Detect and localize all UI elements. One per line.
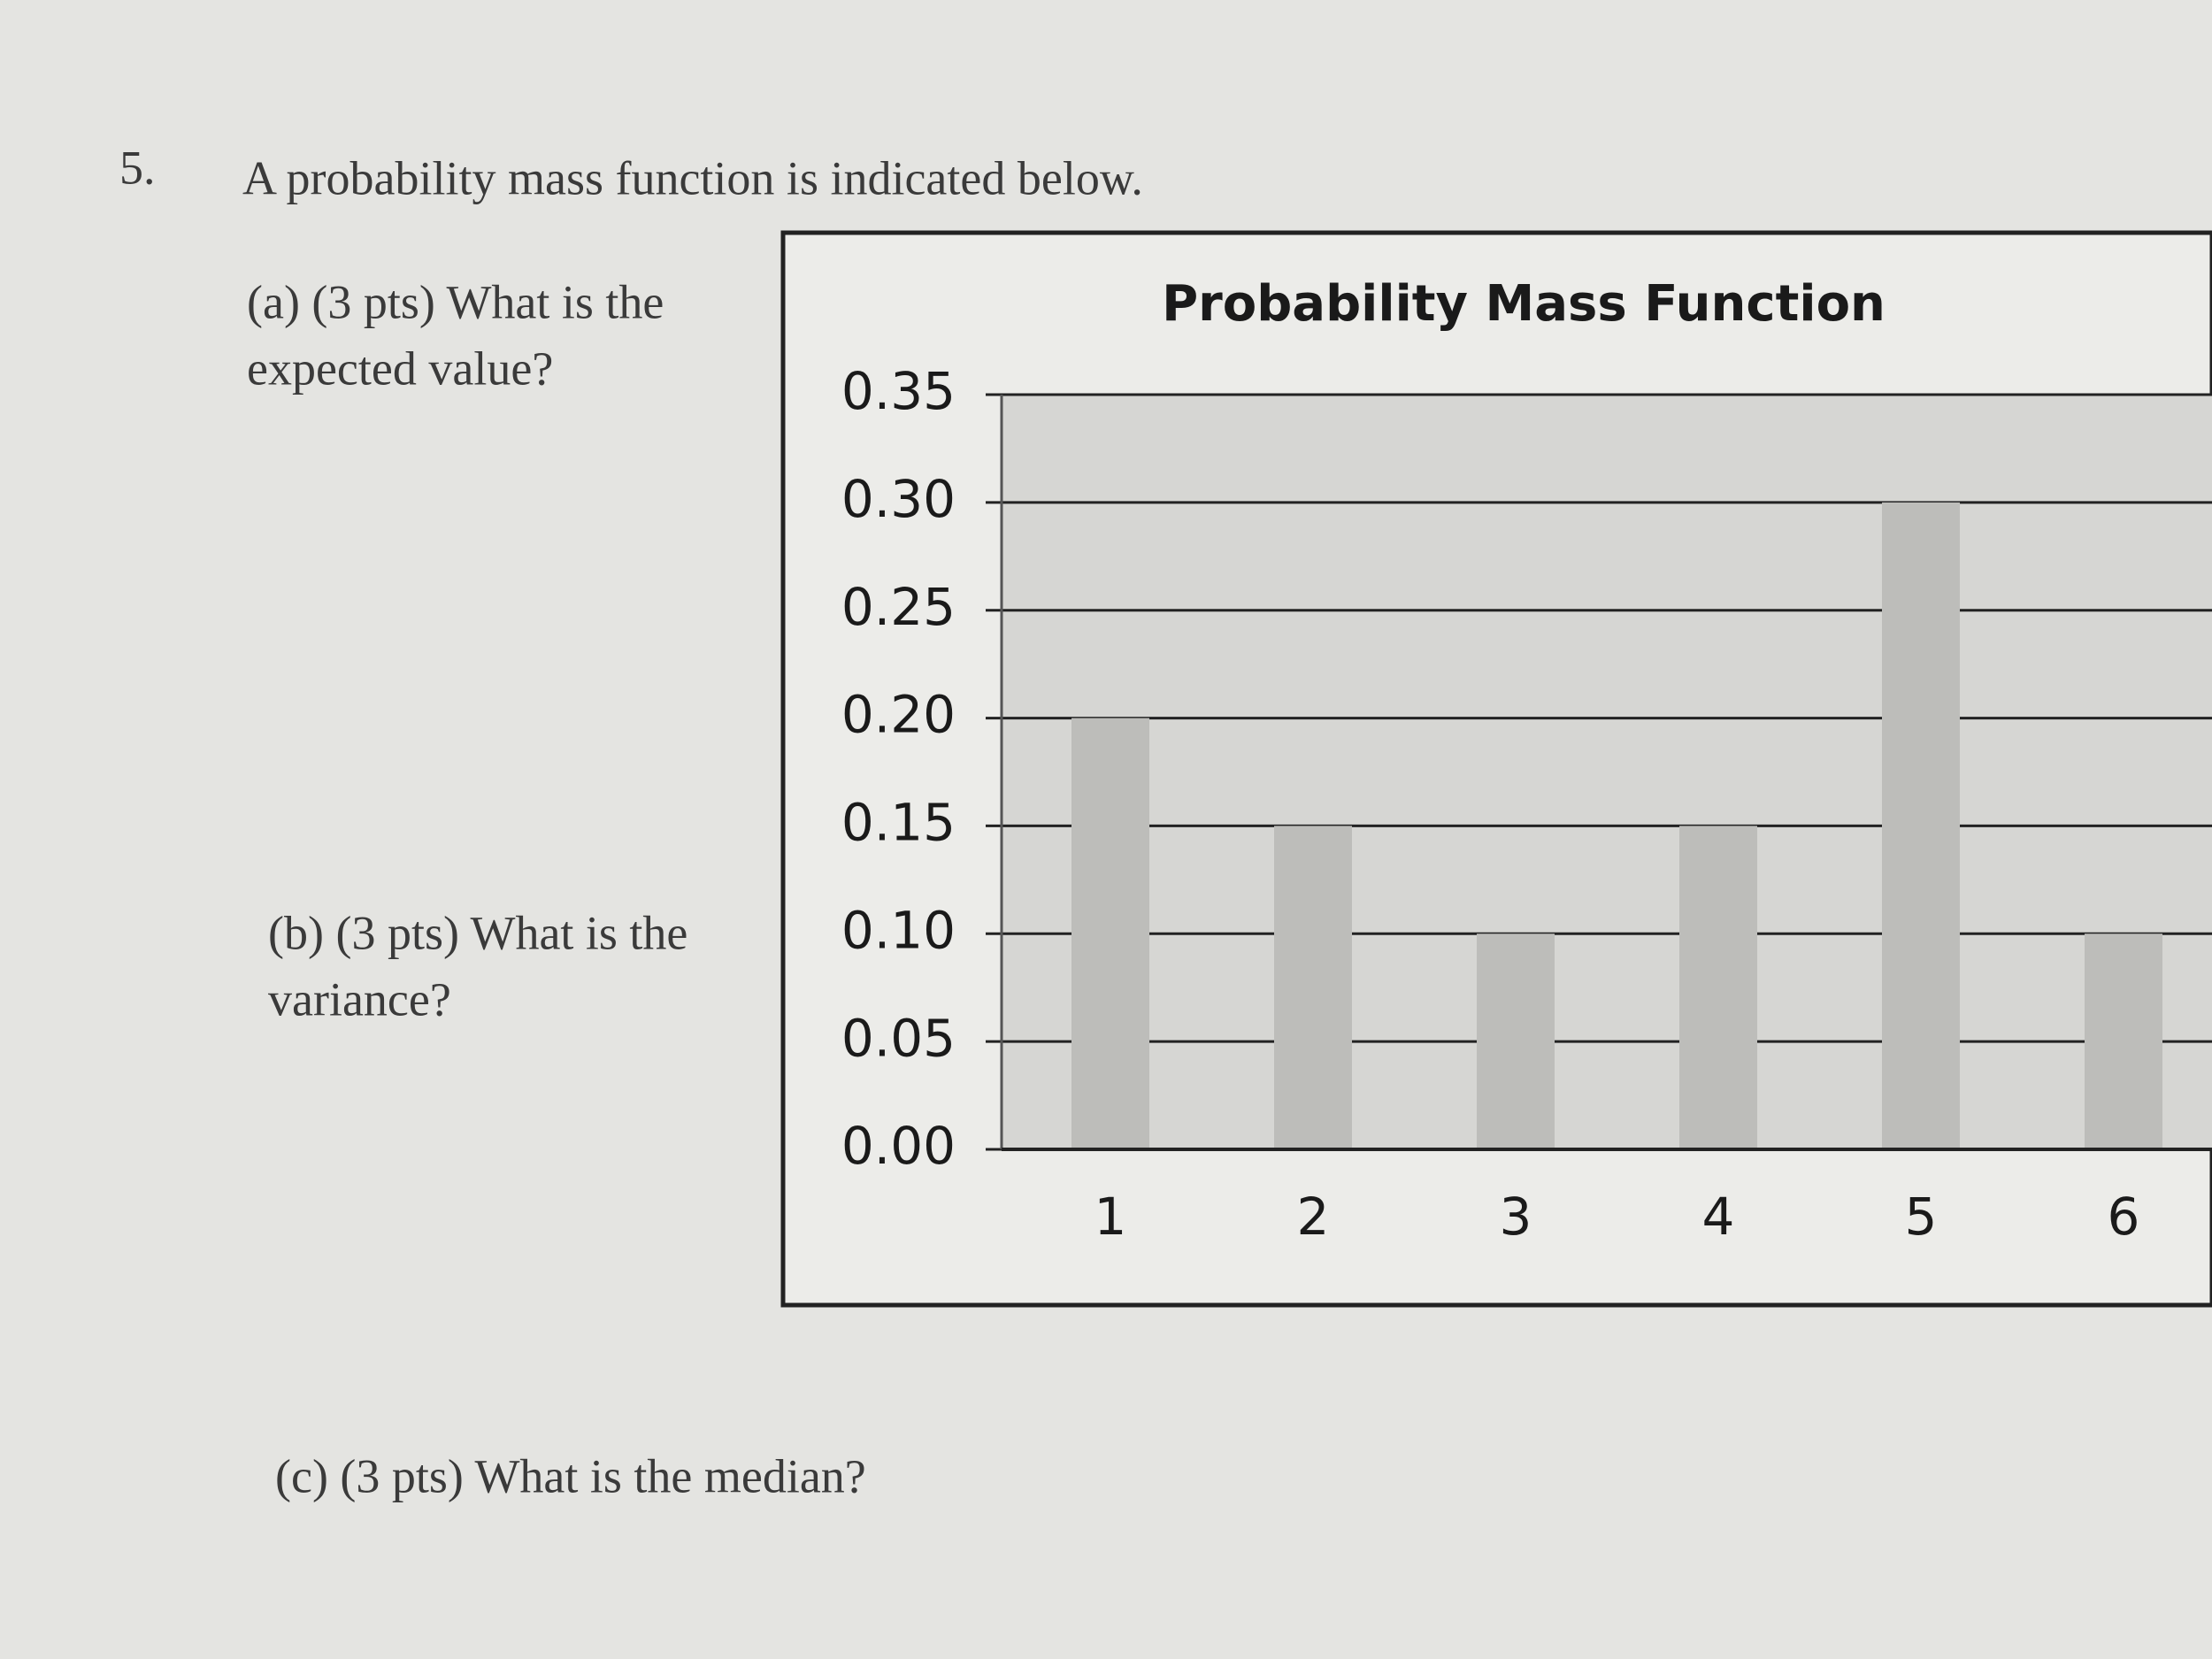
y-tick-label: 0.05	[841, 1008, 956, 1068]
x-tick-label: 1	[1094, 1187, 1127, 1247]
y-tick-label: 0.10	[841, 900, 956, 960]
part-text: (c) (3 pts) What is the median?	[275, 1449, 866, 1502]
y-tick-label: 0.20	[841, 685, 956, 745]
x-tick-label: 5	[1905, 1187, 1938, 1247]
chart-title: Probability Mass Function	[1162, 275, 1886, 333]
question-text: A probability mass function is indicated…	[242, 151, 1143, 204]
bar	[2085, 933, 2162, 1149]
question-number: 5.	[119, 141, 156, 194]
y-tick-label: 0.00	[841, 1116, 956, 1176]
x-tick-label: 4	[1702, 1187, 1735, 1247]
bar	[1071, 718, 1149, 1149]
x-tick-label: 3	[1500, 1187, 1532, 1247]
part-text: expected value?	[247, 342, 553, 395]
y-tick-label: 0.35	[841, 361, 956, 421]
part-text: variance?	[268, 972, 451, 1025]
bar	[1477, 933, 1555, 1149]
bar	[1274, 826, 1352, 1149]
part-text: (b) (3 pts) What is the	[268, 906, 687, 959]
bar	[1679, 826, 1757, 1149]
y-tick-label: 0.25	[841, 577, 956, 637]
bar	[1882, 502, 1960, 1149]
plot-area	[1002, 395, 2212, 1149]
part-text: (a) (3 pts) What is the	[247, 275, 664, 328]
y-tick-label: 0.15	[841, 793, 956, 853]
y-tick-label: 0.30	[841, 469, 956, 529]
x-tick-label: 6	[2108, 1187, 2140, 1247]
x-tick-label: 2	[1297, 1187, 1330, 1247]
